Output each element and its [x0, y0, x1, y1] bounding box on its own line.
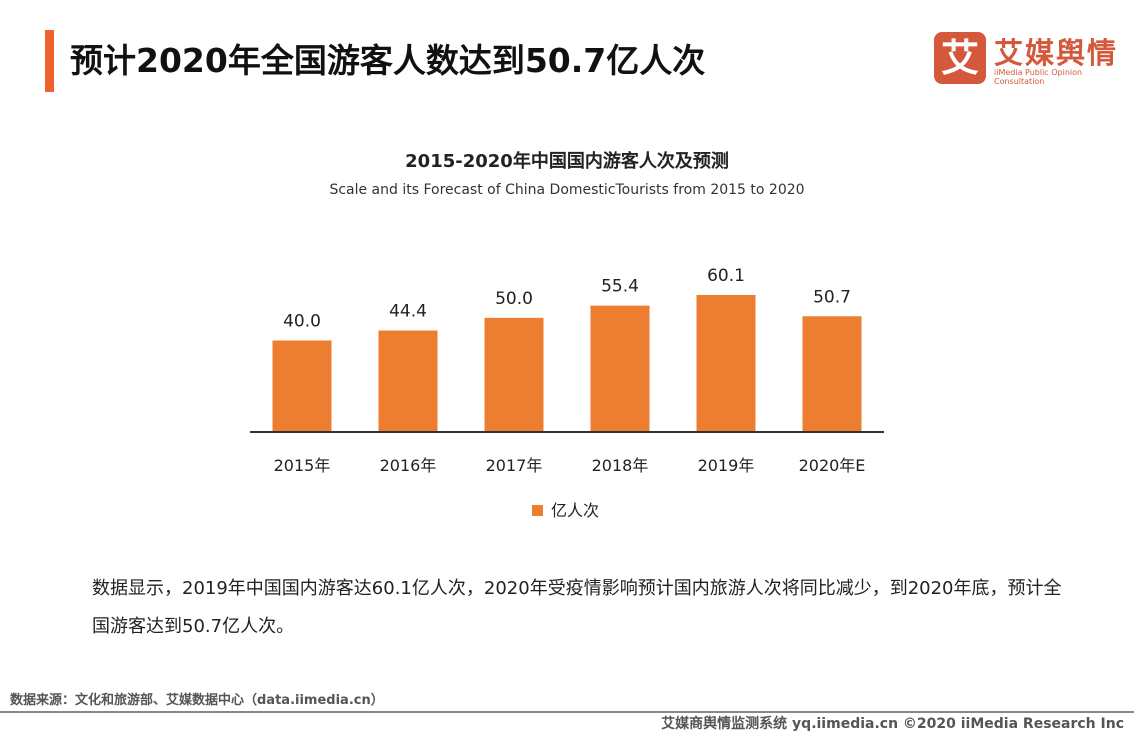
logo-subtext: iiMedia Public Opinion Consultation — [994, 68, 1083, 86]
bar — [696, 295, 756, 431]
footer-divider — [0, 711, 1134, 713]
bar — [378, 330, 438, 431]
data-label: 40.0 — [283, 311, 321, 331]
data-label: 55.4 — [601, 277, 639, 297]
bar — [272, 340, 332, 431]
x-tick-label: 2020年E — [799, 456, 866, 475]
bar — [802, 316, 862, 431]
legend-swatch — [532, 505, 543, 516]
chart-subtitle: Scale and its Forecast of China Domestic… — [329, 182, 805, 198]
x-tick-label: 2015年 — [274, 456, 331, 475]
chart-title: 2015-2020年中国国内游客人次及预测 — [405, 151, 729, 172]
bar — [484, 317, 544, 431]
footer-text: 艾媒商舆情监测系统 yq.iimedia.cn ©2020 iiMedia Re… — [661, 716, 1124, 732]
bar — [590, 305, 650, 431]
description-text: 数据显示，2019年中国国内游客达60.1亿人次，2020年受疫情影响预计国内旅… — [92, 578, 1062, 637]
logo-text: 艾媒舆情 — [994, 36, 1119, 70]
legend: 亿人次 — [532, 497, 599, 521]
source-note: 数据来源：文化和旅游部、艾媒数据中心（data.iimedia.cn） — [10, 693, 384, 708]
data-label: 60.1 — [707, 266, 745, 286]
page-title: 预计2020年全国游客人数达到50.7亿人次 — [70, 41, 706, 80]
title-accent-bar — [45, 30, 54, 92]
x-tick-label: 2018年 — [592, 456, 649, 475]
x-tick-label: 2016年 — [380, 456, 437, 475]
data-label: 50.0 — [495, 289, 533, 309]
x-tick-label: 2017年 — [486, 456, 543, 475]
data-label: 50.7 — [813, 287, 851, 307]
x-tick-label: 2019年 — [698, 456, 755, 475]
legend-label: 亿人次 — [551, 501, 600, 520]
logo-mark: 艾 — [934, 32, 986, 84]
data-label: 44.4 — [389, 302, 427, 322]
bar-chart: 40.0 2015年 44.4 2016年 50.0 2017年 55.4 2018年 60.1… — [250, 266, 884, 475]
